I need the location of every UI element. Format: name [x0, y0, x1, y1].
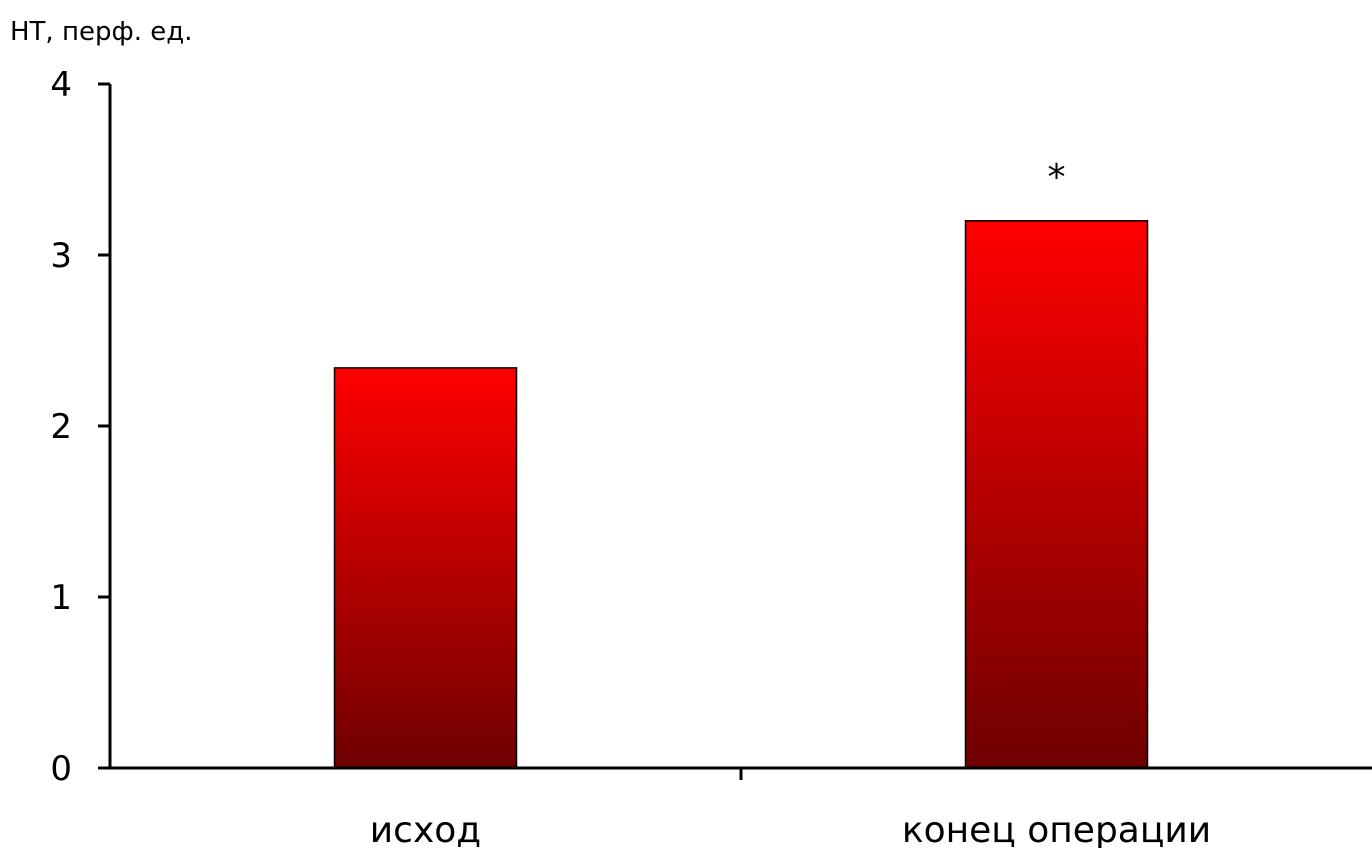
y-axis-label: HT, перф. ед. [10, 17, 192, 47]
y-tick-label-3: 3 [50, 236, 72, 276]
bars-group [333, 220, 1149, 769]
x-category-label-0: исход [370, 810, 481, 848]
bar-annotation-1: * [1048, 157, 1066, 198]
x-labels-group: исход конец операции [370, 810, 1211, 848]
y-tick-label-0: 0 [50, 749, 72, 789]
y-ticks-group: 0 1 2 3 4 [50, 65, 110, 789]
y-tick-label-2: 2 [50, 407, 72, 447]
axes-group [98, 84, 1372, 780]
annotations-group: * [1048, 157, 1066, 198]
bar-1 [964, 220, 1149, 769]
y-tick-label-4: 4 [50, 65, 72, 105]
bar-0 [333, 367, 518, 769]
x-category-label-1: конец операции [902, 810, 1211, 848]
y-tick-label-1: 1 [50, 578, 72, 618]
